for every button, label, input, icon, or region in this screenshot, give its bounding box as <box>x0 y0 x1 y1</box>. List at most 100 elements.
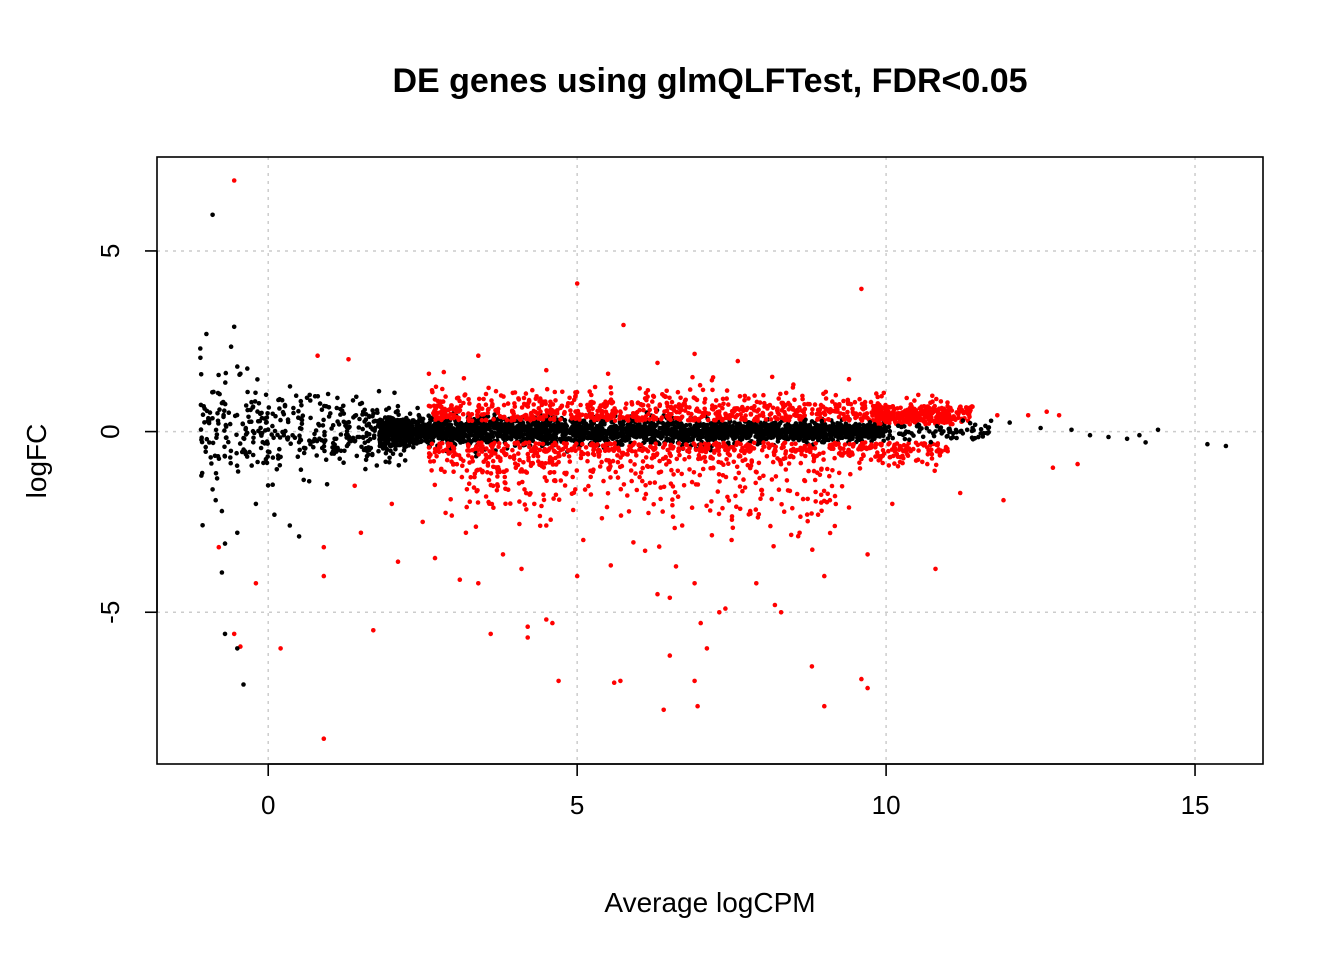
gene-point <box>302 451 307 456</box>
gene-point-de <box>474 524 479 529</box>
gene-point <box>603 438 608 443</box>
gene-point <box>693 430 698 435</box>
gene-point <box>546 437 551 442</box>
gene-point-de <box>697 453 702 458</box>
gene-point-de <box>597 448 602 453</box>
gene-point-de <box>884 420 889 425</box>
gene-point <box>765 423 770 428</box>
gene-point <box>278 463 283 468</box>
gene-point-de <box>512 453 517 458</box>
gene-point <box>595 424 600 429</box>
gene-point-de <box>617 416 622 421</box>
gene-point-de <box>694 448 699 453</box>
gene-point <box>339 449 344 454</box>
gene-point-de <box>842 451 847 456</box>
gene-point-de <box>859 447 864 452</box>
gene-point-de <box>692 395 697 400</box>
gene-point <box>672 434 677 439</box>
gene-point <box>869 430 874 435</box>
gene-point-de <box>783 416 788 421</box>
gene-point <box>417 440 422 445</box>
gene-point-de <box>781 457 786 462</box>
gene-point-de <box>701 411 706 416</box>
gene-point <box>818 424 823 429</box>
gene-point <box>729 433 734 438</box>
gene-point <box>620 435 625 440</box>
gene-point-de <box>524 391 529 396</box>
gene-point-de <box>817 409 822 414</box>
gene-point-de <box>768 403 773 408</box>
gene-point-de <box>762 401 767 406</box>
gene-point-de <box>541 399 546 404</box>
gene-point <box>277 447 282 452</box>
gene-point-de <box>802 402 807 407</box>
gene-point-de <box>629 468 634 473</box>
gene-point-de <box>615 453 620 458</box>
gene-point <box>868 434 873 439</box>
gene-point <box>340 408 345 413</box>
gene-point <box>392 424 397 429</box>
gene-point-de <box>723 443 728 448</box>
gene-point-de <box>553 390 558 395</box>
gene-point <box>211 441 216 446</box>
gene-point <box>322 449 327 454</box>
gene-point-de <box>567 396 572 401</box>
gene-point-de <box>548 417 553 422</box>
gene-point <box>448 424 453 429</box>
gene-point <box>249 419 254 424</box>
gene-point <box>698 435 703 440</box>
gene-point-de <box>776 410 781 415</box>
gene-point-de <box>579 450 584 455</box>
gene-point-de <box>705 444 710 449</box>
gene-point <box>293 435 298 440</box>
gene-point <box>971 437 976 442</box>
gene-point-de <box>665 401 670 406</box>
gene-point-de <box>658 497 663 502</box>
gene-point <box>705 423 710 428</box>
gene-point-de <box>732 406 737 411</box>
gene-point-de <box>584 445 589 450</box>
gene-point-de <box>712 450 717 455</box>
gene-point <box>275 467 280 472</box>
gene-point <box>564 425 569 430</box>
gene-point <box>389 444 394 449</box>
gene-point-de <box>497 441 502 446</box>
gene-point <box>907 437 912 442</box>
gene-point <box>788 424 793 429</box>
gene-point-de <box>858 412 863 417</box>
gene-point <box>756 438 761 443</box>
gene-point-de <box>830 468 835 473</box>
gene-point-de <box>874 443 879 448</box>
gene-point-de <box>553 398 558 403</box>
gene-point <box>228 461 233 466</box>
gene-point-de <box>761 393 766 398</box>
gene-point-de <box>501 394 506 399</box>
gene-point-de <box>605 412 610 417</box>
gene-point-de <box>660 415 665 420</box>
gene-point <box>848 437 853 442</box>
gene-point-de <box>585 406 590 411</box>
gene-point <box>573 436 578 441</box>
gene-point-de <box>919 404 924 409</box>
gene-point <box>319 438 324 443</box>
gene-point-de <box>879 443 884 448</box>
gene-point <box>335 396 340 401</box>
gene-point <box>273 429 278 434</box>
gene-point-de <box>888 455 893 460</box>
gene-point-de <box>440 412 445 417</box>
gene-point-de <box>584 413 589 418</box>
gene-point <box>778 435 783 440</box>
gene-point <box>283 404 288 409</box>
gene-point <box>387 406 392 411</box>
gene-point <box>270 482 275 487</box>
gene-point-de <box>846 401 851 406</box>
gene-point <box>774 430 779 435</box>
gene-point-de <box>898 406 903 411</box>
gene-point-de <box>451 413 456 418</box>
gene-point-de <box>671 472 676 477</box>
gene-point-de <box>449 459 454 464</box>
gene-point-de <box>674 564 679 569</box>
gene-point-de <box>939 399 944 404</box>
gene-point-de <box>784 391 789 396</box>
